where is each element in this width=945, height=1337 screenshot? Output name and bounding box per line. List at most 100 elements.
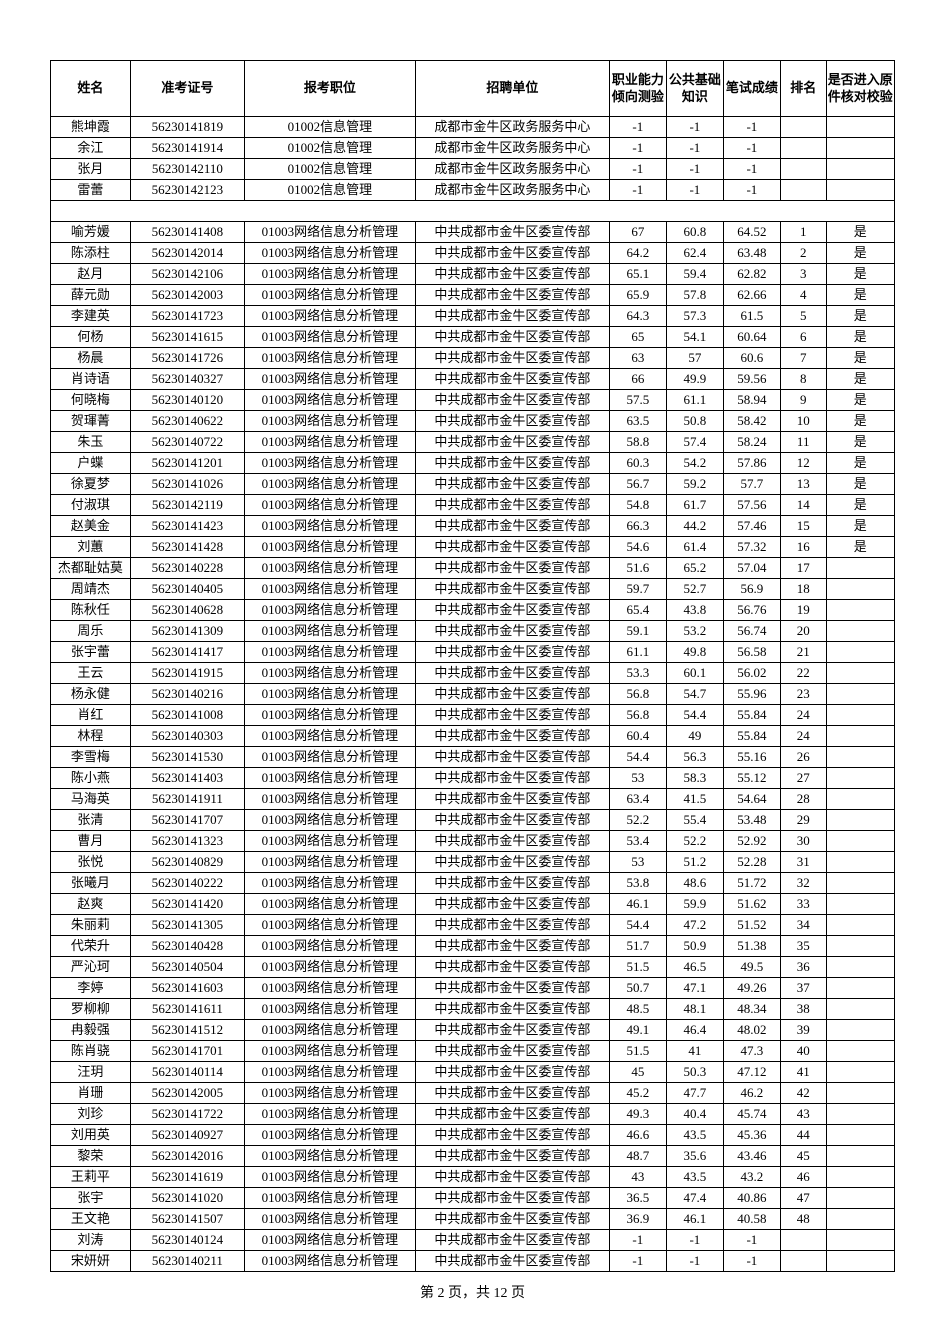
cell-s2: 47.4 xyxy=(666,1187,723,1208)
col-header-pos: 报考职位 xyxy=(244,61,415,117)
cell-rank: 23 xyxy=(780,683,826,704)
cell-s3: 48.34 xyxy=(723,998,780,1019)
table-row: 冉毅强5623014151201003网络信息分析管理中共成都市金牛区委宣传部4… xyxy=(51,1019,895,1040)
cell-id: 56230142003 xyxy=(130,284,244,305)
cell-s1: 43 xyxy=(609,1166,666,1187)
cell-pos: 01003网络信息分析管理 xyxy=(244,1208,415,1229)
cell-s2: 59.9 xyxy=(666,893,723,914)
cell-pass xyxy=(826,578,895,599)
cell-pos: 01003网络信息分析管理 xyxy=(244,683,415,704)
cell-s1: 48.5 xyxy=(609,998,666,1019)
cell-s2: 60.1 xyxy=(666,662,723,683)
cell-s3: -1 xyxy=(723,117,780,138)
table-row: 陈肖骁5623014170101003网络信息分析管理中共成都市金牛区委宣传部5… xyxy=(51,1040,895,1061)
table-row: 张宇5623014102001003网络信息分析管理中共成都市金牛区委宣传部36… xyxy=(51,1187,895,1208)
cell-id: 56230142110 xyxy=(130,159,244,180)
cell-pass: 是 xyxy=(826,326,895,347)
cell-pos: 01003网络信息分析管理 xyxy=(244,746,415,767)
table-row: 陈小燕5623014140301003网络信息分析管理中共成都市金牛区委宣传部5… xyxy=(51,767,895,788)
cell-pos: 01003网络信息分析管理 xyxy=(244,704,415,725)
cell-s1: 49.1 xyxy=(609,1019,666,1040)
cell-s3: 54.64 xyxy=(723,788,780,809)
table-row: 肖红5623014100801003网络信息分析管理中共成都市金牛区委宣传部56… xyxy=(51,704,895,725)
cell-rank: 48 xyxy=(780,1208,826,1229)
cell-id: 56230140628 xyxy=(130,599,244,620)
cell-pass xyxy=(826,138,895,159)
cell-pos: 01003网络信息分析管理 xyxy=(244,1145,415,1166)
cell-unit: 中共成都市金牛区委宣传部 xyxy=(415,242,609,263)
cell-s2: 43.8 xyxy=(666,599,723,620)
cell-id: 56230141530 xyxy=(130,746,244,767)
cell-rank: 3 xyxy=(780,263,826,284)
cell-rank: 20 xyxy=(780,620,826,641)
table-row: 严沁珂5623014050401003网络信息分析管理中共成都市金牛区委宣传部5… xyxy=(51,956,895,977)
cell-pos: 01003网络信息分析管理 xyxy=(244,557,415,578)
cell-s3: 57.7 xyxy=(723,473,780,494)
table-row: 李雪梅5623014153001003网络信息分析管理中共成都市金牛区委宣传部5… xyxy=(51,746,895,767)
cell-rank xyxy=(780,1229,826,1250)
cell-id: 56230142119 xyxy=(130,494,244,515)
cell-rank: 6 xyxy=(780,326,826,347)
cell-pos: 01003网络信息分析管理 xyxy=(244,263,415,284)
cell-s1: 59.7 xyxy=(609,578,666,599)
cell-unit: 成都市金牛区政务服务中心 xyxy=(415,138,609,159)
cell-id: 56230140114 xyxy=(130,1061,244,1082)
cell-pass xyxy=(826,1166,895,1187)
cell-s2: 62.4 xyxy=(666,242,723,263)
cell-pos: 01003网络信息分析管理 xyxy=(244,809,415,830)
cell-rank: 39 xyxy=(780,1019,826,1040)
cell-s2: 50.9 xyxy=(666,935,723,956)
cell-name: 林程 xyxy=(51,725,131,746)
cell-s2: 47.2 xyxy=(666,914,723,935)
cell-id: 56230140722 xyxy=(130,431,244,452)
cell-rank xyxy=(780,117,826,138)
cell-rank: 5 xyxy=(780,305,826,326)
cell-unit: 成都市金牛区政务服务中心 xyxy=(415,117,609,138)
cell-s2: 48.6 xyxy=(666,872,723,893)
cell-id: 56230140124 xyxy=(130,1229,244,1250)
cell-name: 贺琿菁 xyxy=(51,410,131,431)
cell-pass xyxy=(826,893,895,914)
cell-s1: 65.4 xyxy=(609,599,666,620)
cell-pass xyxy=(826,851,895,872)
cell-s1: 49.3 xyxy=(609,1103,666,1124)
cell-id: 56230141611 xyxy=(130,998,244,1019)
cell-rank xyxy=(780,1250,826,1271)
cell-unit: 中共成都市金牛区委宣传部 xyxy=(415,830,609,851)
cell-name: 马海英 xyxy=(51,788,131,809)
cell-name: 汪玥 xyxy=(51,1061,131,1082)
cell-id: 56230141603 xyxy=(130,977,244,998)
cell-id: 56230140303 xyxy=(130,725,244,746)
cell-unit: 中共成都市金牛区委宣传部 xyxy=(415,368,609,389)
cell-s2: 44.2 xyxy=(666,515,723,536)
table-row: 赵爽5623014142001003网络信息分析管理中共成都市金牛区委宣传部46… xyxy=(51,893,895,914)
cell-pass xyxy=(826,117,895,138)
cell-s3: -1 xyxy=(723,159,780,180)
cell-s3: 55.84 xyxy=(723,725,780,746)
cell-s3: 57.04 xyxy=(723,557,780,578)
cell-s1: 51.5 xyxy=(609,1040,666,1061)
cell-s3: 56.02 xyxy=(723,662,780,683)
cell-unit: 中共成都市金牛区委宣传部 xyxy=(415,431,609,452)
cell-s3: 55.84 xyxy=(723,704,780,725)
exam-results-table: 姓名准考证号报考职位招聘单位职业能力倾向测验公共基础知识笔试成绩排名是否进入原件… xyxy=(50,60,895,1272)
cell-pos: 01002信息管理 xyxy=(244,138,415,159)
cell-name: 赵月 xyxy=(51,263,131,284)
cell-s1: -1 xyxy=(609,117,666,138)
cell-unit: 中共成都市金牛区委宣传部 xyxy=(415,221,609,242)
cell-id: 56230140829 xyxy=(130,851,244,872)
cell-pos: 01003网络信息分析管理 xyxy=(244,326,415,347)
cell-s2: 59.4 xyxy=(666,263,723,284)
table-row xyxy=(51,201,895,222)
cell-s1: 56.7 xyxy=(609,473,666,494)
cell-name: 宋妍妍 xyxy=(51,1250,131,1271)
cell-s3: 62.82 xyxy=(723,263,780,284)
table-row: 徐夏梦5623014102601003网络信息分析管理中共成都市金牛区委宣传部5… xyxy=(51,473,895,494)
cell-pos: 01003网络信息分析管理 xyxy=(244,599,415,620)
cell-name: 周靖杰 xyxy=(51,578,131,599)
cell-name: 朱丽莉 xyxy=(51,914,131,935)
table-row: 何晓梅5623014012001003网络信息分析管理中共成都市金牛区委宣传部5… xyxy=(51,389,895,410)
cell-pass: 是 xyxy=(826,494,895,515)
cell-id: 56230140327 xyxy=(130,368,244,389)
cell-s2: 48.1 xyxy=(666,998,723,1019)
